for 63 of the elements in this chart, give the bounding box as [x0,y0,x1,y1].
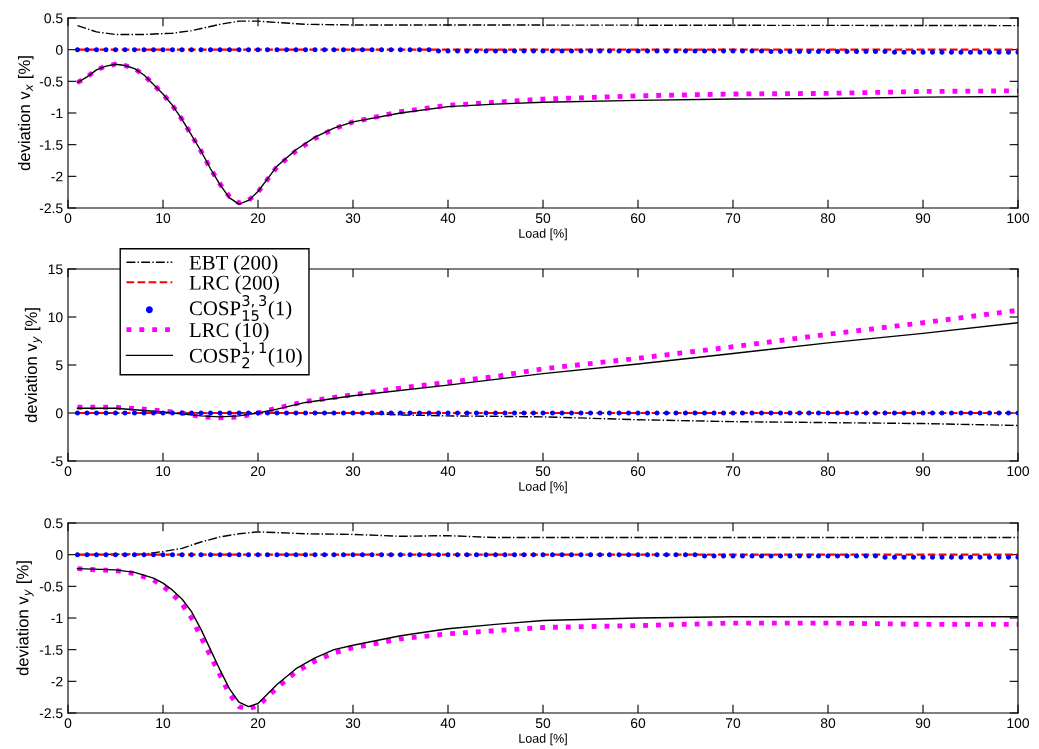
y-tick-label: -2.5 [39,708,63,719]
y-axis-title: deviation v$_{y}$ [%] [24,308,43,423]
x-tick-label: 50 [535,466,551,477]
y-tick-label: -1.5 [39,140,63,150]
y-tick-label: -1.5 [39,645,63,655]
x-tick-label: 100 [1007,466,1030,477]
x-tick-label: 80 [820,718,836,729]
y-tick-label: -2 [51,676,63,687]
x-tick-label: 90 [915,213,931,224]
y-tick-label: -0.5 [39,581,63,592]
y-tick-label: 10 [48,312,63,323]
y-tick-label: 5 [55,360,63,371]
x-tick-label: 70 [725,213,741,224]
x-tick-label: 80 [820,213,836,224]
x-tick-label: 30 [345,213,361,224]
x-tick-label: 20 [250,213,266,224]
y-tick-label: -1 [51,108,63,119]
x-tick-label: 100 [1007,718,1030,729]
y-tick-label: -5 [51,456,63,467]
x-tick-label: 40 [440,466,456,477]
x-tick-label: 30 [345,718,361,729]
x-axis-title: Load [%] [519,228,567,241]
x-tick-label: 80 [820,466,836,477]
y-axis-title: deviation v$_{y}$ [%] [16,561,34,676]
x-tick-label: 10 [156,466,171,477]
y-tick-label: 0 [55,550,63,560]
x-tick-label: 0 [64,213,72,224]
x-axis-title: Load [%] [519,733,567,746]
x-tick-label: 20 [250,718,266,729]
x-tick-label: 40 [440,213,456,224]
y-tick-label: 0 [55,45,63,55]
x-tick-label: 100 [1007,213,1030,224]
x-tick-label: 90 [915,466,931,477]
x-tick-label: 50 [535,718,551,729]
y-tick-label: 0 [55,408,63,419]
y-tick-label: 0.5 [44,13,63,24]
legend-label: LRC (10) [189,322,269,342]
x-tick-label: 50 [535,213,551,224]
legend-label: EBT (200) [189,255,278,274]
x-tick-label: 60 [630,718,646,729]
x-tick-label: 10 [156,718,171,729]
x-tick-label: 40 [440,718,456,729]
text: COSP$^{1,1}$$_{2}$(10) [189,342,302,369]
x-tick-label: 0 [64,718,72,729]
x-tick-label: 10 [156,213,171,224]
y-tick-label: 0.5 [44,518,63,529]
x-tick-label: 20 [250,466,266,477]
x-tick-label: 30 [345,466,361,477]
y-tick-label: -2 [51,171,63,182]
y-tick-label: -1 [51,613,63,624]
y-tick-label: 15 [48,264,63,275]
y-tick-label: -2.5 [39,203,63,214]
x-tick-label: 70 [725,718,741,729]
y-axis-title: deviation v$_{x}$ [%] [17,56,34,171]
x-tick-label: 90 [915,718,931,729]
y-tick-label: -0.5 [39,76,63,87]
legend-label: LRC (200) [189,275,279,295]
x-axis-title: Load [%] [519,481,567,494]
x-tick-label: 70 [725,466,741,477]
x-tick-label: 60 [630,466,646,477]
legend-label: COSP$^{3,3}$$_{15}$(1) [189,295,292,322]
x-tick-label: 0 [64,466,72,477]
x-tick-label: 60 [630,213,646,224]
